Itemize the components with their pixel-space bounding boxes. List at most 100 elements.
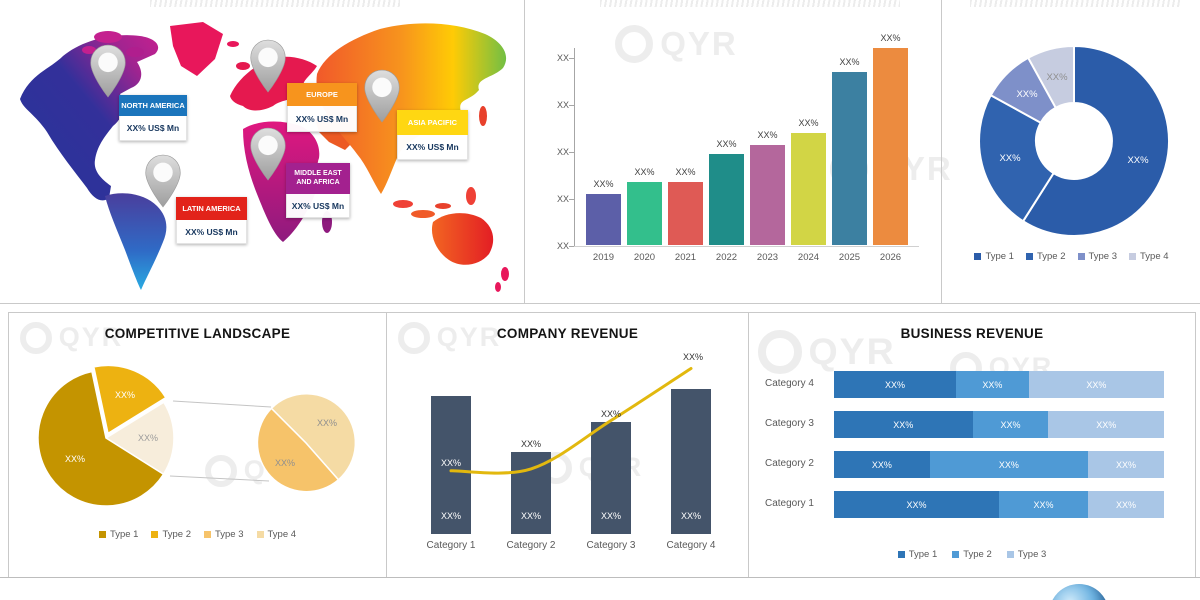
philippines xyxy=(466,187,476,205)
map-pin-icon xyxy=(248,39,288,98)
company-bar xyxy=(591,422,631,534)
y-axis-line xyxy=(574,48,575,247)
bar-value-label: XX% xyxy=(675,167,696,177)
legend-label: Type 2 xyxy=(1036,251,1066,262)
x-axis-category-label: 2021 xyxy=(674,252,697,263)
revenue-trend-line xyxy=(449,367,693,475)
bar-bottom-label: XX% xyxy=(680,511,701,521)
sub-pie-slice xyxy=(256,407,340,493)
y-axis-tick-label: XX xyxy=(556,53,569,63)
map-label-north-america: NORTH AMERICA XX% US$ Mn xyxy=(119,95,187,141)
donut-chart: XX% XX% XX% XX% xyxy=(978,44,1170,237)
pin-glyph xyxy=(90,44,126,98)
bar-value-label: XX% xyxy=(839,57,860,67)
watermark-text: QYR xyxy=(808,330,896,373)
legend-marker xyxy=(151,531,159,538)
region-name: NORTH AMERICA xyxy=(119,95,187,116)
business-revenue-plot: XX% XX% XX% Category 4 XX% XX% XX% Category 3 XX… xyxy=(749,313,1195,577)
y-axis-tick-label: XX xyxy=(556,147,569,157)
panel-type-donut: XX% XX% XX% XX% Type 1 Type 2 Type 3 Type 4 xyxy=(941,0,1200,304)
pie-of-pie-chart: XX% XX% XX% XX% XX% xyxy=(37,364,357,507)
company-revenue-line xyxy=(449,367,693,475)
legend-label: Type 3 xyxy=(1017,549,1047,560)
bar-value-label: XX% xyxy=(634,167,655,177)
panel-title: COMPETITIVE LANDSCAPE xyxy=(104,326,291,341)
watermark-qyr-logo: QYR xyxy=(758,330,896,374)
panel-title: COMPANY REVENUE xyxy=(496,326,639,341)
donut-slice xyxy=(1026,44,1075,110)
stacked-bar-segment: XX% xyxy=(834,451,930,478)
row-category-label: Category 2 xyxy=(765,458,814,469)
legend-label: Type 4 xyxy=(1140,251,1169,262)
x-axis-category-label: 2020 xyxy=(633,252,656,263)
british-isles xyxy=(236,62,250,70)
globe-icon xyxy=(1049,584,1109,600)
legend-label: Type 2 xyxy=(162,529,191,540)
watermark-qyr-logo: QYR xyxy=(615,25,738,64)
legend-item: Type 4 xyxy=(1129,251,1169,262)
company-revenue-plot xyxy=(387,313,748,577)
stacked-bar-segment: XX% xyxy=(972,411,1049,438)
legend-item: Type 2 xyxy=(151,529,191,540)
legend-item: Type 1 xyxy=(974,251,1014,262)
year-bar xyxy=(791,133,826,245)
watermark-circle-icon xyxy=(615,25,654,64)
slice-value-label: XX% xyxy=(999,153,1021,164)
cropped-title-remnant xyxy=(970,0,1180,7)
region-value: XX% US$ Mn xyxy=(397,135,468,160)
map-label-latin-america: LATIN AMERICA XX% US$ Mn xyxy=(176,197,247,244)
legend-marker xyxy=(98,531,106,538)
new-zealand xyxy=(501,267,509,281)
panel-market-by-year: XX XX XX XX XX XX% 2019 XX% 2020 XX% 2021 XX% 2022 XX… xyxy=(524,0,942,304)
stacked-bar-segment: XX% xyxy=(929,451,1089,478)
bar-value-label: XX% xyxy=(716,139,737,149)
stacked-bar-row: XX% XX% XX% xyxy=(834,371,1164,398)
watermark-circle-icon xyxy=(205,455,237,487)
stacked-bar-row: XX% XX% XX% xyxy=(834,411,1164,438)
legend-marker xyxy=(1006,551,1014,558)
map-pin-icon xyxy=(88,44,128,103)
slice-value-label: XX% xyxy=(115,390,135,400)
greenland xyxy=(170,22,223,76)
donut-slice xyxy=(978,93,1055,223)
y-axis-tick-label: XX xyxy=(556,100,569,110)
cropped-title-remnant xyxy=(150,0,400,7)
watermark-circle-icon xyxy=(398,322,430,354)
bar-value-label: XX% xyxy=(798,118,819,128)
year-bar xyxy=(586,194,621,245)
legend-item: Type 3 xyxy=(1077,251,1117,262)
watermark-text: QYR xyxy=(58,322,124,353)
year-bar xyxy=(832,72,867,245)
panel-competitive-landscape: COMPETITIVE LANDSCAPE XX% XX% XX% XX% XX% Ty… xyxy=(8,312,387,578)
continent-south-america xyxy=(105,193,167,290)
panel-regional-map: NORTH AMERICA XX% US$ Mn EUROPE XX% US$ … xyxy=(0,0,525,304)
business-legend: Type 1 Type 2 Type 3 xyxy=(749,549,1195,560)
sub-pie-slice xyxy=(270,392,357,481)
year-bar xyxy=(873,48,908,245)
legend-item: Type 4 xyxy=(256,529,296,540)
y-axis-tick-mark xyxy=(569,199,574,200)
slice-value-label: XX% xyxy=(1016,89,1038,100)
row-category-label: Category 4 xyxy=(765,378,814,389)
main-pie-slice xyxy=(104,401,175,476)
bar-bottom-label: XX% xyxy=(520,511,541,521)
year-bar xyxy=(668,182,703,245)
legend-label: Type 2 xyxy=(963,549,992,560)
legend-marker xyxy=(1129,253,1137,260)
pin-glyph xyxy=(250,127,286,181)
region-name: ASIA PACIFIC xyxy=(397,110,468,135)
stacked-bar-segment: XX% xyxy=(1088,491,1164,518)
region-value: XX% US$ Mn xyxy=(176,220,247,244)
y-axis-tick-label: XX xyxy=(556,241,569,251)
legend-marker xyxy=(952,551,960,558)
year-bar xyxy=(627,182,662,245)
legend-marker xyxy=(1077,253,1085,260)
stacked-bar-segment: XX% xyxy=(956,371,1029,398)
year-bar xyxy=(709,154,744,245)
main-pie-slice xyxy=(92,364,167,435)
bar-bottom-label: XX% xyxy=(440,511,461,521)
map-pin-icon xyxy=(248,127,288,186)
x-axis-category-label: Category 2 xyxy=(506,540,556,551)
panel-title: BUSINESS REVENUE xyxy=(900,326,1044,341)
